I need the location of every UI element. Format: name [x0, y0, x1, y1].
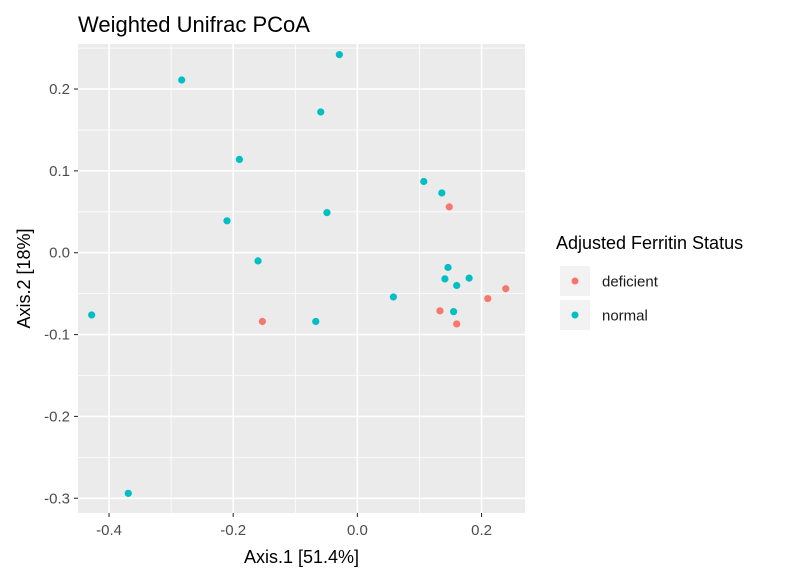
data-point-deficient: [258, 317, 266, 326]
chart-title: Weighted Unifrac PCoA: [78, 12, 310, 37]
y-axis: 0.2 0.1 0.0 -0.1 -0.2 -0.3: [44, 81, 78, 507]
data-point-normal: [317, 108, 325, 116]
legend-item-deficient: deficient: [560, 266, 659, 296]
data-point-deficient: [445, 203, 453, 211]
legend: Adjusted Ferritin Status deficient norma…: [556, 233, 743, 330]
data-point-normal: [178, 76, 186, 84]
data-point-normal: [450, 308, 458, 316]
data-point-normal: [389, 293, 397, 301]
y-tick-label: -0.3: [44, 490, 70, 507]
minor-grid: [78, 44, 525, 513]
y-tick-label: -0.1: [44, 327, 70, 344]
data-point-normal: [223, 217, 231, 225]
data-points: [88, 51, 510, 497]
y-tick-label: -0.2: [44, 408, 70, 425]
data-point-normal: [254, 257, 262, 265]
y-tick-label: 0.2: [49, 81, 70, 98]
x-axis-label: Axis.1 [51.4%]: [244, 547, 359, 567]
legend-key-dot: [571, 277, 579, 285]
data-point-normal: [420, 177, 428, 186]
y-axis-label: Axis.2 [18%]: [14, 228, 34, 328]
legend-key-dot: [571, 311, 579, 319]
major-grid: [78, 44, 525, 513]
x-tick-label: -0.4: [96, 522, 122, 539]
legend-title: Adjusted Ferritin Status: [556, 233, 743, 253]
y-tick-label: 0.0: [49, 245, 70, 262]
x-tick-label: 0.0: [347, 522, 368, 539]
data-point-normal: [323, 209, 331, 217]
x-tick-label: -0.2: [220, 522, 246, 539]
data-point-normal: [312, 317, 320, 326]
data-point-normal: [441, 275, 449, 283]
legend-label: deficient: [602, 274, 659, 291]
y-tick-label: 0.1: [49, 163, 70, 180]
x-axis: -0.4 -0.2 0.0 0.2: [96, 513, 492, 539]
data-point-normal: [453, 281, 461, 290]
legend-item-normal: normal: [560, 300, 648, 330]
x-tick-label: 0.2: [471, 522, 492, 539]
data-point-deficient: [484, 294, 492, 303]
data-point-normal: [235, 155, 244, 164]
data-point-deficient: [453, 320, 461, 328]
data-point-deficient: [436, 307, 444, 315]
data-point-normal: [438, 189, 446, 197]
data-point-deficient: [502, 285, 510, 293]
data-point-normal: [124, 489, 132, 497]
data-point-normal: [465, 274, 473, 282]
data-point-normal: [335, 51, 343, 59]
legend-label: normal: [602, 308, 648, 325]
data-point-normal: [88, 311, 96, 319]
data-point-normal: [444, 263, 452, 272]
plot-panel: [78, 44, 525, 513]
